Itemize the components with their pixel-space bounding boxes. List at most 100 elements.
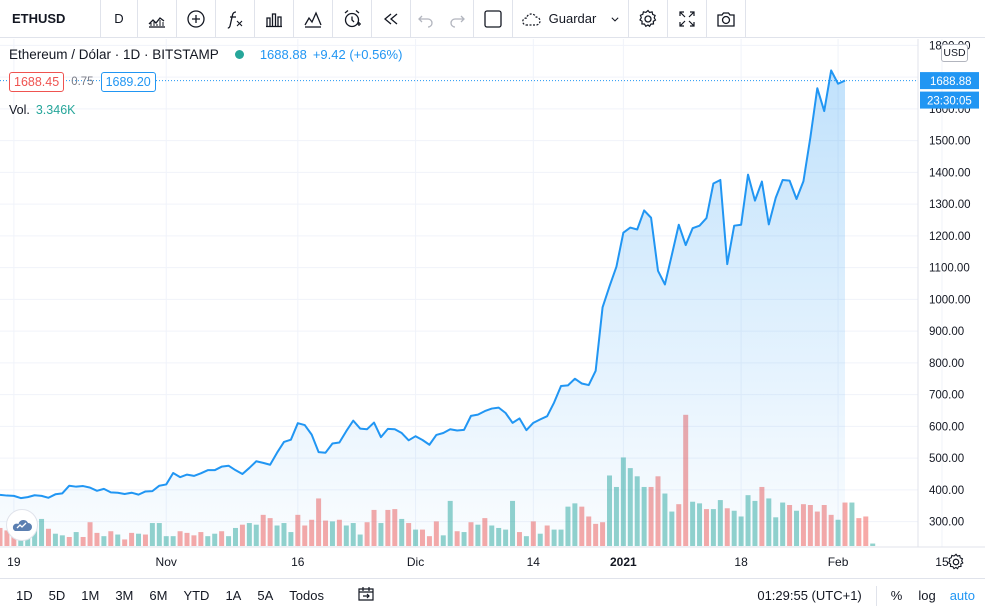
settings-gear-icon <box>639 9 657 27</box>
price-tick-label: 900.00 <box>929 326 964 338</box>
bottom-toolbar: 1D 5D 1M 3M 6M YTD 1A 5A Todos 01:29:55 (UTC+1) … <box>0 578 985 612</box>
price-area-fill <box>0 70 845 548</box>
save-button[interactable]: Guardar <box>513 0 629 38</box>
date-range-group: 1D 5D 1M 3M 6M YTD 1A 5A Todos <box>0 588 332 603</box>
price-tick-label: 300.00 <box>929 517 964 529</box>
scale-settings-gear-icon[interactable] <box>946 552 966 572</box>
percent-toggle[interactable]: % <box>890 588 903 603</box>
price-tick-label: 500.00 <box>929 453 964 465</box>
top-toolbar: ETHUSD D Guardar <box>0 0 985 38</box>
separator <box>875 585 877 606</box>
templates-button[interactable] <box>255 0 294 38</box>
range-button-5d[interactable]: 5D <box>48 588 66 603</box>
bar-style-icon <box>148 16 165 28</box>
volume-bar <box>856 518 862 546</box>
volume-bar <box>863 516 869 546</box>
price-tick-label: 1500.00 <box>929 136 971 148</box>
currency-button[interactable]: USD <box>941 44 968 62</box>
symbol-search-button[interactable]: ETHUSD <box>0 0 101 38</box>
time-tick-label: Feb <box>827 555 849 569</box>
save-label: Guardar <box>548 11 597 26</box>
screenshot-button[interactable] <box>707 0 746 38</box>
bid-ask-panel: 1688.45 0.75 1689.20 <box>9 72 156 92</box>
cloud-save-icon <box>521 12 541 26</box>
last-price-label-bg <box>920 72 979 90</box>
volume-label: Vol. <box>9 103 30 117</box>
undo-button[interactable] <box>411 0 441 38</box>
compare-add-button[interactable] <box>177 0 216 38</box>
compare-add-icon <box>187 9 205 28</box>
spread-value: 0.75 <box>71 76 94 88</box>
price-tick-label: 700.00 <box>929 390 964 402</box>
layout-button[interactable] <box>474 0 513 38</box>
volume-value: 3.346K <box>35 103 76 117</box>
cloud-chart-logo-icon <box>12 519 33 531</box>
range-button-ytd[interactable]: YTD <box>183 588 210 603</box>
alert-button[interactable] <box>333 0 372 38</box>
chevron-down-icon <box>611 16 619 22</box>
replay-icon <box>383 13 398 24</box>
bar-style-button[interactable] <box>138 0 177 38</box>
clock-timezone[interactable]: 01:29:55 (UTC+1) <box>757 588 862 603</box>
legend-change: +9.42 (+0.56%) <box>312 47 403 62</box>
interval-button[interactable]: D <box>101 0 138 38</box>
ask-price-button[interactable]: 1689.20 <box>100 72 156 92</box>
price-tick-label: 1100.00 <box>929 263 970 275</box>
time-tick-label: 16 <box>291 555 305 569</box>
range-button-1a[interactable]: 1A <box>225 588 242 603</box>
fullscreen-button[interactable] <box>668 0 707 38</box>
bid-price-button[interactable]: 1688.45 <box>9 72 65 92</box>
price-tick-label: 600.00 <box>929 421 964 433</box>
fullscreen-icon <box>679 10 695 27</box>
volume-legend: Vol. 3.346K <box>9 103 75 117</box>
price-tick-label: 1300.00 <box>929 199 971 211</box>
time-tick-label: 2021 <box>610 555 637 569</box>
auto-toggle[interactable]: auto <box>949 588 975 603</box>
calendar-goto-icon <box>358 587 374 601</box>
range-button-3m[interactable]: 3M <box>115 588 134 603</box>
range-button-6m[interactable]: 6M <box>149 588 168 603</box>
indicators-fx-icon <box>227 10 243 29</box>
price-tick-label: 400.00 <box>929 485 964 497</box>
time-tick-label: 15 <box>935 555 949 569</box>
time-tick-label: 14 <box>526 555 540 569</box>
price-tick-label: 1400.00 <box>929 167 971 179</box>
undo-icon <box>418 15 433 28</box>
volume-bar <box>870 543 876 546</box>
price-line-series <box>0 69 846 500</box>
templates-icon <box>266 12 282 27</box>
time-scale[interactable]: 19 Nov 16 Dic 14 2021 18 Feb 15 <box>0 547 985 577</box>
time-tick-label: Nov <box>155 555 177 569</box>
legend-title[interactable]: Ethereum / Dólar · 1D · BITSTAMP <box>9 47 219 62</box>
settings-button[interactable] <box>629 0 668 38</box>
log-toggle[interactable]: log <box>918 588 936 603</box>
countdown-label-bg <box>920 91 979 109</box>
bar-countdown-label: 23:30:05 <box>927 96 972 108</box>
range-button-todos[interactable]: Todos <box>289 588 324 603</box>
market-status-dot <box>234 50 244 59</box>
legend-price: 1688.88 <box>259 47 307 62</box>
tradingview-logo[interactable] <box>6 509 38 541</box>
chart-legend: Ethereum / Dólar · 1D · BITSTAMP 1688.88… <box>9 47 402 62</box>
price-tick-label: 1000.00 <box>929 294 971 306</box>
screenshot-camera-icon <box>717 11 735 27</box>
time-tick-label: 18 <box>734 555 748 569</box>
range-button-1m[interactable]: 1M <box>81 588 100 603</box>
goto-date-button[interactable] <box>356 584 376 607</box>
redo-button[interactable] <box>441 0 474 38</box>
price-tick-label: 1200.00 <box>929 231 971 243</box>
alert-icon <box>344 9 361 27</box>
time-tick-label: 19 <box>7 555 21 569</box>
time-tick-label: Dic <box>406 555 425 569</box>
redo-icon <box>450 15 465 28</box>
financials-button[interactable] <box>294 0 333 38</box>
range-button-5a[interactable]: 5A <box>257 588 274 603</box>
price-tick-label: 800.00 <box>929 358 964 370</box>
replay-button[interactable] <box>372 0 411 38</box>
volume-bar <box>849 502 855 546</box>
financials-icon <box>304 10 322 28</box>
layout-icon <box>484 9 502 28</box>
indicators-button[interactable] <box>216 0 255 38</box>
last-price-label: 1688.88 <box>930 76 972 88</box>
range-button-1d[interactable]: 1D <box>16 588 33 603</box>
